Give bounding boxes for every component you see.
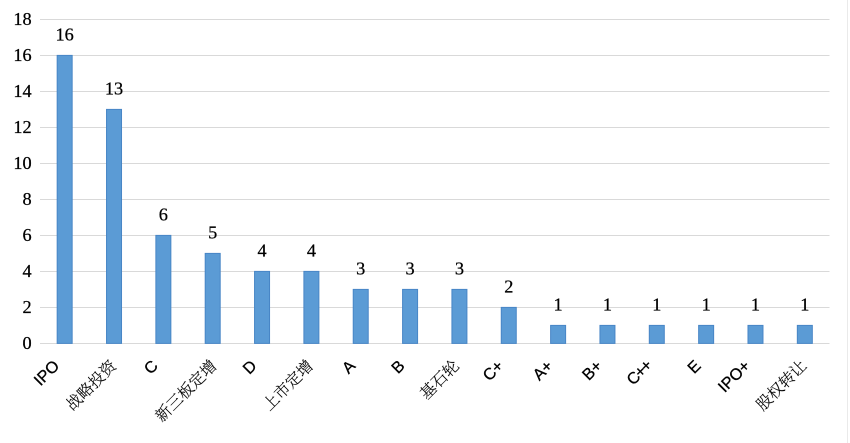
svg-text:13: 13 bbox=[105, 78, 123, 98]
svg-text:2: 2 bbox=[23, 297, 32, 317]
svg-text:3: 3 bbox=[356, 258, 365, 278]
svg-text:16: 16 bbox=[13, 45, 31, 65]
svg-text:12: 12 bbox=[13, 117, 31, 137]
svg-text:4: 4 bbox=[307, 240, 316, 260]
svg-text:5: 5 bbox=[208, 222, 217, 242]
svg-text:1: 1 bbox=[603, 294, 612, 314]
svg-text:1: 1 bbox=[751, 294, 760, 314]
svg-text:1: 1 bbox=[800, 294, 809, 314]
svg-text:1: 1 bbox=[652, 294, 661, 314]
svg-text:4: 4 bbox=[257, 240, 266, 260]
svg-text:1: 1 bbox=[554, 294, 563, 314]
svg-text:3: 3 bbox=[406, 258, 415, 278]
svg-text:14: 14 bbox=[13, 81, 31, 101]
svg-text:6: 6 bbox=[159, 204, 168, 224]
svg-text:3: 3 bbox=[455, 258, 464, 278]
svg-text:18: 18 bbox=[13, 9, 31, 29]
svg-text:10: 10 bbox=[13, 153, 31, 173]
svg-text:1: 1 bbox=[702, 294, 711, 314]
svg-text:6: 6 bbox=[23, 225, 32, 245]
svg-text:0: 0 bbox=[23, 333, 32, 353]
svg-text:8: 8 bbox=[23, 189, 32, 209]
svg-text:4: 4 bbox=[23, 261, 32, 281]
svg-text:16: 16 bbox=[56, 24, 74, 44]
svg-text:2: 2 bbox=[504, 276, 513, 296]
